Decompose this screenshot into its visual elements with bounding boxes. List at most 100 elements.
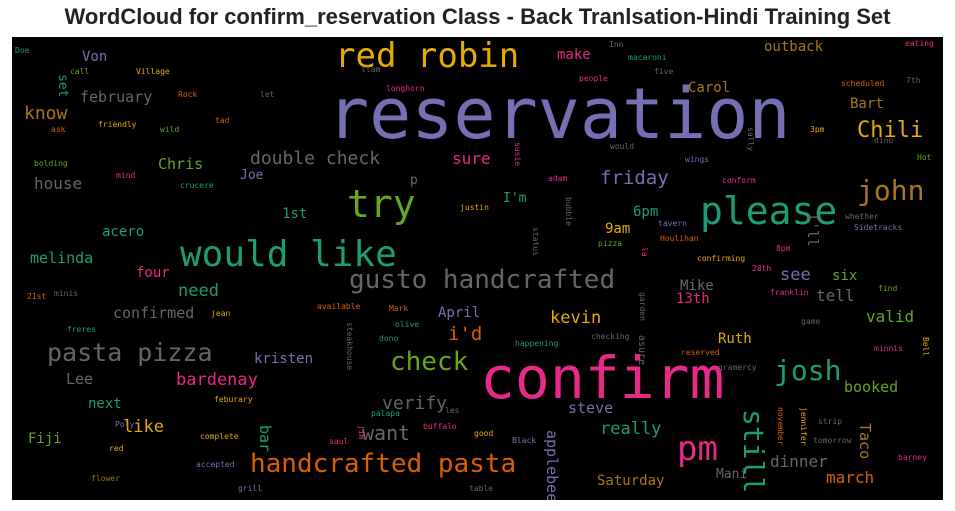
word-mark: Mark [389,304,409,313]
word-tad: tad [215,116,230,125]
word-3pm: 3pm [810,125,825,134]
word-13th: 13th [676,291,710,307]
word-double-check: double check [250,148,381,169]
word-see: see [780,265,811,285]
word-olive: olive [395,320,420,329]
word-jean: jean [211,309,231,318]
word-saul: saul [329,437,349,446]
word-bar: bar [256,425,274,453]
word-hot: Hot [917,153,932,162]
word-bart: Bart [850,96,884,112]
word-8pm: 8pm [776,244,791,253]
word-les: les [445,406,460,415]
word-jim: jim [357,425,366,440]
word-franklin: franklin [770,288,809,297]
word-inn: Inn [609,40,624,49]
word-tomorrow: tomorrow [813,436,852,445]
word-poly: Poly [115,420,135,429]
word-happening: happening [515,339,559,348]
word-tell: tell [816,286,855,305]
word-7th: 7th [906,76,921,85]
word-kristen: kristen [254,351,314,367]
word-like: like [123,417,164,437]
word-reserved: reserved [681,348,720,357]
word-confirmed: confirmed [113,304,195,322]
word-tavern: tavern [658,219,687,228]
word-freres: freres [67,325,96,334]
word-conform: conform [722,176,756,185]
word-four: four [136,265,170,281]
word-josh: josh [774,354,842,387]
word-john: john [857,174,925,207]
word-checking: checking [591,332,630,341]
word-complete: complete [200,432,239,441]
word-minnis: minnis [874,344,903,353]
word-mani: Mani [716,467,748,482]
word-call: call [70,67,90,76]
word-next: next [88,396,122,412]
word-accepted: accepted [196,460,235,469]
word-dinner: dinner [770,452,828,471]
word-strip: strip [818,417,843,426]
word-steakhouse: steakhouse [345,322,354,371]
word-scheduled: scheduled [841,79,885,88]
word-six: six [832,268,858,284]
word-garden: garden [638,292,647,321]
word-asure: asure [636,335,647,366]
word-verify: verify [382,393,448,414]
word-chili: Chili [857,118,924,143]
word-pizza: pizza [598,239,623,248]
word-let: let [260,90,275,99]
word-bardenay: bardenay [176,370,258,390]
word-confirm: confirm [480,344,725,412]
word-reservation: reservation [327,73,791,155]
word-people: people [579,74,608,83]
word-buffalo: buffalo [423,422,457,431]
word-1st: 1st [282,206,308,222]
word-dono: dono [379,334,399,343]
word-acero: acero [102,224,145,240]
word-carol: Carol [688,80,731,96]
word-feburary: feburary [214,395,253,404]
word-sure: sure [452,149,491,168]
word-grill: grill [238,484,263,493]
word-status: status [531,227,540,256]
word-friendly: friendly [98,120,137,129]
word-outback: outback [764,39,824,55]
word-von: Von [82,49,108,65]
word-friday: friday [600,167,669,189]
word-still: still [737,409,770,494]
word-would: would [610,142,635,151]
word-february: february [80,88,153,106]
word-check: check [390,347,469,377]
word-mind: mind [116,171,136,180]
word-adam: adam [548,174,568,183]
word-confirming: confirming [697,254,746,263]
word-pasta-pizza: pasta pizza [47,338,213,367]
word-justin: justin [460,203,489,212]
word-applebee: applebee [543,430,561,500]
word-want: want [362,421,411,445]
word-handcrafted-pasta: handcrafted pasta [250,449,517,479]
word-red: red [109,444,124,453]
word-bolding: bolding [34,159,68,168]
word-gusto-handcrafted: gusto handcrafted [349,265,616,295]
word-6pm: 6pm [633,204,659,220]
word-november: november [776,407,785,446]
word-sally: sally [746,127,755,152]
word-minis: minis [54,289,79,298]
word-bubble: bubble [564,197,573,226]
word-melinda: melinda [30,249,94,267]
chart-title: WordCloud for confirm_reservation Class … [64,4,891,29]
word-crucere: crucere [180,181,214,190]
word-sidetracks: Sidetracks [854,223,903,232]
word-house: house [34,174,83,193]
word-barney: barney [898,453,927,462]
word-susie: susie [513,142,522,167]
word-houlihan: Houlihan [660,234,699,243]
word-p: p [410,173,418,188]
word-set: set [55,74,70,98]
word-jennifer: jennifer [799,407,808,446]
word-9am: 9am [605,221,631,237]
word-saturday: Saturday [597,473,665,489]
